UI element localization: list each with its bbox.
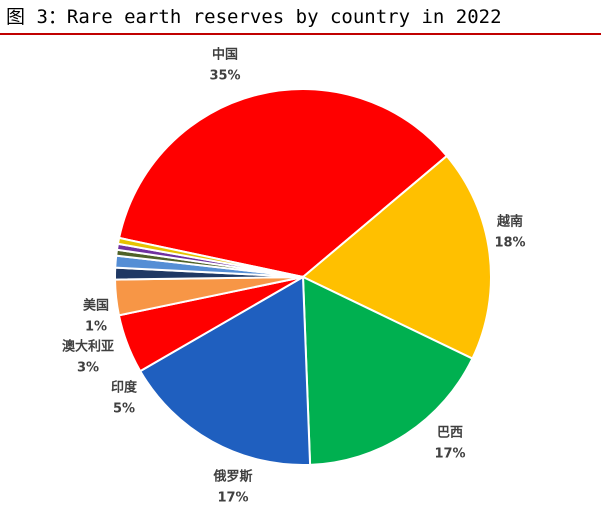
pie-slice <box>116 236 304 278</box>
slice-value-label: 1% <box>85 320 107 335</box>
pie-slice <box>138 275 312 466</box>
slice-value-label: 5% <box>113 402 135 417</box>
slice-value-label: 3% <box>77 361 99 376</box>
chart-title: 图 3：Rare earth reserves by country in 20… <box>6 6 502 28</box>
slice-value-label: 17% <box>217 491 248 506</box>
slice-label: 澳大利亚 <box>62 339 114 355</box>
slice-value-label: 35% <box>209 69 240 84</box>
pie-slice <box>117 88 449 279</box>
slice-label: 越南 <box>496 214 523 230</box>
slice-label: 巴西 <box>437 426 463 441</box>
slice-value-label: 18% <box>494 236 525 251</box>
slice-label: 俄罗斯 <box>212 469 252 485</box>
slice-label: 中国 <box>212 47 238 63</box>
pie-slice <box>301 154 492 360</box>
slice-value-label: 17% <box>434 447 465 462</box>
pie-slice <box>301 275 474 466</box>
slice-label: 美国 <box>83 298 109 314</box>
title-rule <box>0 33 601 35</box>
slice-label: 印度 <box>111 380 138 396</box>
